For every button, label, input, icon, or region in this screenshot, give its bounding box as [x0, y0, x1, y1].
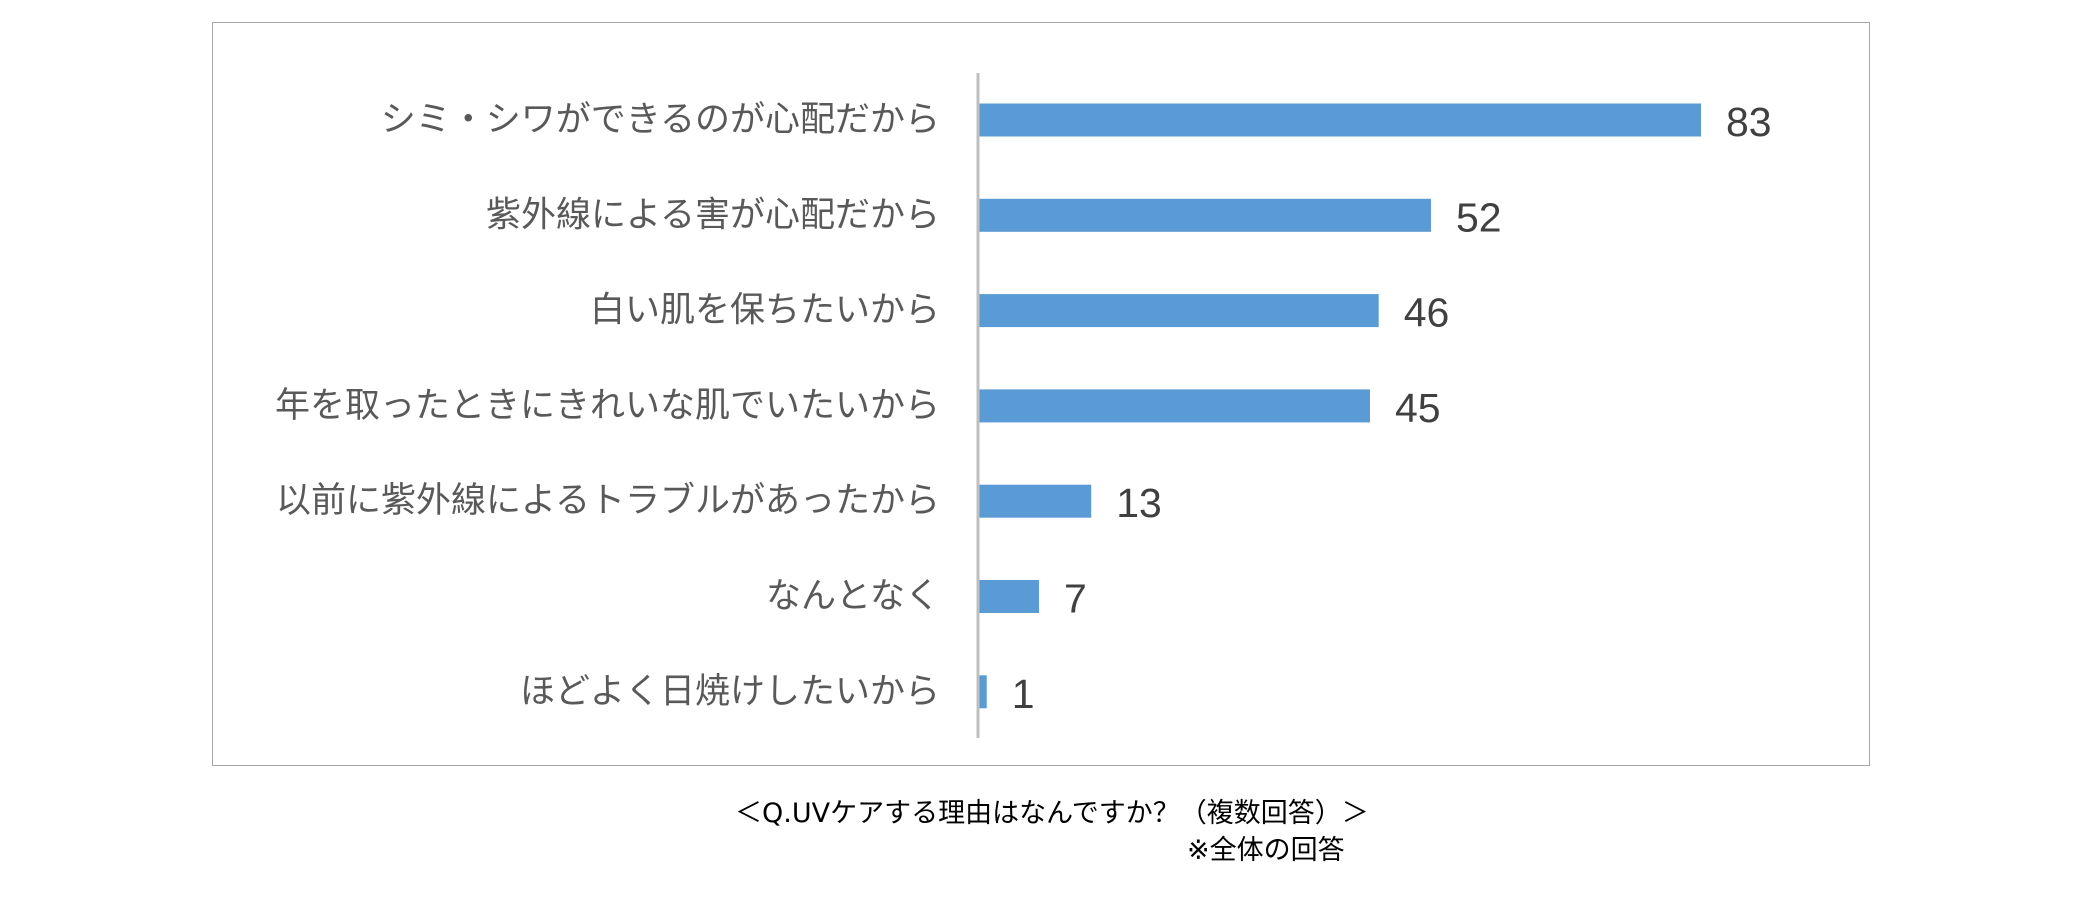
- chart-caption-question: ＜Q.UVケアする理由はなんですか？（複数回答）＞: [735, 798, 1369, 829]
- category-label-2: 白い肌を保ちたいから: [590, 291, 940, 331]
- value-label-5: 7: [1064, 576, 1087, 622]
- bar-4: [978, 484, 1092, 518]
- value-label-3: 45: [1395, 385, 1441, 431]
- value-label-1: 52: [1456, 194, 1502, 240]
- bar-1: [978, 198, 1431, 232]
- bar-2: [978, 294, 1379, 328]
- value-label-4: 13: [1116, 480, 1162, 526]
- category-label-6: ほどよく日焼けしたいから: [520, 672, 940, 712]
- bar-5: [978, 580, 1039, 613]
- bar-6: [978, 675, 987, 709]
- category-label-4: 以前に紫外線によるトラブルがあったから: [276, 481, 940, 521]
- category-label-1: 紫外線による害が心配だから: [486, 195, 940, 235]
- bar-0: [978, 103, 1701, 137]
- bar-3: [978, 389, 1370, 423]
- bar-chart: シミ・シワができるのが心配だから 83 紫外線による害が心配だから 52 白い肌を保ちた…: [275, 73, 1772, 738]
- category-label-0: シミ・シワができるのが心配だから: [381, 100, 940, 140]
- category-label-3: 年を取ったときにきれいな肌でいたいから: [275, 386, 940, 426]
- value-label-6: 1: [1012, 671, 1035, 717]
- value-label-0: 83: [1726, 99, 1772, 145]
- value-label-2: 46: [1404, 290, 1450, 336]
- chart-frame: シミ・シワができるのが心配だから 83 紫外線による害が心配だから 52 白い肌を保ちた…: [212, 22, 1870, 766]
- category-label-5: なんとなく: [766, 577, 940, 617]
- chart-caption-note: ※全体の回答: [1187, 835, 1345, 866]
